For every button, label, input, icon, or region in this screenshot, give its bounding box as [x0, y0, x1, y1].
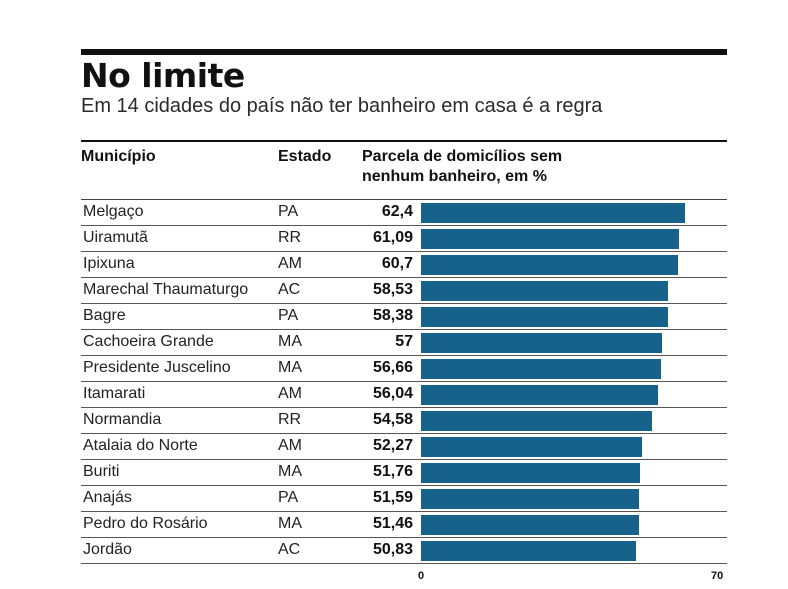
bar [421, 385, 658, 405]
bar [421, 255, 678, 275]
row-estado: AC [278, 281, 301, 298]
table-row: Buriti MA 51,76 [81, 460, 727, 486]
row-estado: MA [278, 515, 302, 532]
row-municipio: Normandia [83, 411, 162, 428]
data-label: 51,59 [372, 489, 413, 506]
data-label: 62,4 [381, 203, 413, 220]
row-municipio: Pedro do Rosário [83, 515, 208, 532]
table-row: Marechal Thaumaturgo AC 58,53 [81, 278, 727, 304]
table-row: Uiramutã RR 61,09 [81, 226, 727, 252]
header-divider [81, 199, 727, 200]
row-estado: MA [278, 359, 302, 376]
data-label: 58,53 [372, 281, 413, 298]
bar [421, 281, 669, 301]
bar [421, 463, 640, 483]
axis-tick-max: 70 [711, 570, 724, 582]
row-municipio: Marechal Thaumaturgo [83, 281, 249, 298]
row-estado: AC [278, 541, 301, 558]
data-label: 58,38 [372, 307, 413, 324]
row-municipio: Cachoeira Grande [83, 333, 214, 350]
column-header-estado: Estado [278, 148, 332, 165]
row-municipio: Itamarati [83, 385, 146, 402]
table-row: Anajás PA 51,59 [81, 486, 727, 512]
row-estado: AM [278, 255, 302, 272]
row-municipio: Jordão [83, 541, 132, 558]
data-label: 57 [395, 333, 413, 350]
chart-title: No limite [81, 56, 245, 95]
row-estado: RR [278, 411, 302, 428]
bar [421, 229, 680, 249]
row-municipio: Anajás [83, 489, 132, 506]
data-label: 54,58 [372, 411, 413, 428]
bar [421, 515, 639, 535]
table-row: Melgaço PA 62,4 [81, 200, 727, 226]
data-label: 51,46 [372, 515, 413, 532]
row-municipio: Ipixuna [83, 255, 135, 272]
data-label: 52,27 [372, 437, 413, 454]
table-row: Presidente Juscelino MA 56,66 [81, 356, 727, 382]
chart-rows: Melgaço PA 62,4 Uiramutã RR 61,09 Ipixuna AM 60,… [81, 200, 727, 564]
row-municipio: Melgaço [83, 203, 144, 220]
row-municipio: Atalaia do Norte [83, 437, 198, 454]
chart-subtitle: Em 14 cidades do país não ter banheiro e… [81, 95, 603, 117]
row-municipio: Presidente Juscelino [83, 359, 231, 376]
data-label: 61,09 [372, 229, 413, 246]
row-estado: AM [278, 437, 302, 454]
data-label: 51,76 [372, 463, 413, 480]
bar [421, 359, 661, 379]
table-row: Jordão AC 50,83 [81, 538, 727, 564]
row-estado: RR [278, 229, 302, 246]
bar [421, 203, 685, 223]
data-label: 60,7 [381, 255, 413, 272]
table-row: Cachoeira Grande MA 57 [81, 330, 727, 356]
header-rule [81, 140, 727, 142]
table-row: Normandia RR 54,58 [81, 408, 727, 434]
row-estado: AM [278, 385, 302, 402]
bar [421, 437, 643, 457]
column-header-parcela: Parcela de domicílios sem nenhum banheir… [362, 148, 563, 185]
table-row: Itamarati AM 56,04 [81, 382, 727, 408]
table-row: Atalaia do Norte AM 52,27 [81, 434, 727, 460]
bar [421, 541, 636, 561]
row-municipio: Uiramutã [83, 229, 148, 246]
row-estado: MA [278, 333, 302, 350]
bar [421, 411, 652, 431]
data-label: 50,83 [372, 541, 413, 558]
table-row: Ipixuna AM 60,7 [81, 252, 727, 278]
row-municipio: Bagre [83, 307, 126, 324]
row-estado: PA [278, 203, 299, 220]
data-label: 56,66 [372, 359, 413, 376]
row-municipio: Buriti [83, 463, 120, 480]
row-estado: PA [278, 307, 299, 324]
column-header-municipio: Município [81, 148, 156, 165]
bar [421, 489, 640, 509]
row-estado: PA [278, 489, 299, 506]
table-row: Bagre PA 58,38 [81, 304, 727, 330]
bar [421, 307, 668, 327]
bar [421, 333, 663, 353]
data-label: 56,04 [372, 385, 413, 402]
axis-tick-min: 0 [418, 570, 425, 582]
table-row: Pedro do Rosário MA 51,46 [81, 512, 727, 538]
row-estado: MA [278, 463, 302, 480]
top-rule [81, 49, 727, 55]
